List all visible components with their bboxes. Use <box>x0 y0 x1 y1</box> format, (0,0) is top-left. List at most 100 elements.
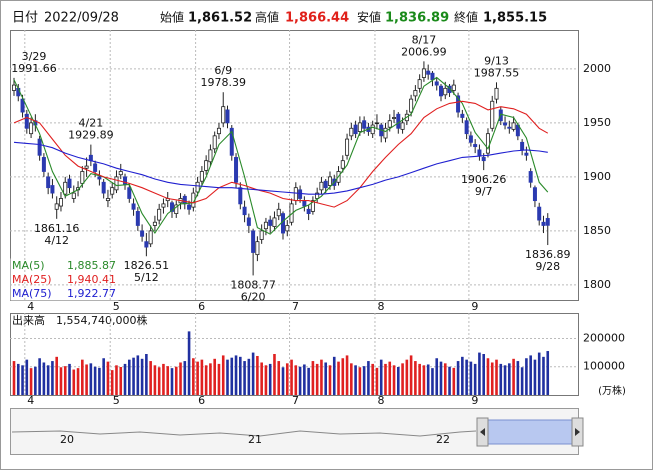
summary-value: 1,861.52 <box>188 11 252 26</box>
volume-bar <box>260 362 263 395</box>
volume-bar <box>16 363 20 395</box>
volume-bar <box>251 352 255 395</box>
volume-bar <box>115 365 118 395</box>
annotation-date: 5/12 <box>134 271 159 284</box>
volume-bar <box>170 368 174 395</box>
y-tick-label: 1900 <box>583 170 611 183</box>
annotation-value: 1861.16 <box>34 222 80 235</box>
annotation-value: 1836.89 <box>525 248 571 261</box>
volume-bar <box>127 359 131 395</box>
volume-bar <box>12 361 16 395</box>
navigator-window[interactable] <box>487 419 573 445</box>
volume-bar <box>367 361 370 395</box>
candle-body <box>383 127 388 139</box>
volume-bar <box>409 355 413 395</box>
volume-bar <box>482 354 485 395</box>
candle-body <box>477 149 482 156</box>
volume-bar <box>328 365 332 395</box>
candle-body <box>169 202 174 212</box>
volume-bar <box>303 364 306 395</box>
candle-body <box>400 122 405 130</box>
candle-body <box>276 208 281 217</box>
candle-body <box>541 221 546 226</box>
annotation-date: 4/21 <box>79 117 104 130</box>
navigator-label: 21 <box>248 433 262 446</box>
volume-bar <box>379 359 383 395</box>
candle-body <box>225 109 230 124</box>
volume-bar <box>503 365 507 395</box>
navigator-line <box>11 430 477 437</box>
volume-bar <box>392 365 396 395</box>
volume-bar <box>418 363 421 395</box>
legend-label: MA(75) <box>12 287 52 300</box>
candle-body <box>221 106 226 124</box>
candle-body <box>485 133 490 154</box>
x-tick-label: 5 <box>113 394 120 407</box>
volume-bar <box>298 366 302 395</box>
summary-value: 1,866.44 <box>285 11 349 26</box>
legend-value: 1,922.77 <box>67 287 116 300</box>
legend <box>10 258 119 301</box>
candle-body <box>349 127 354 137</box>
candle-body <box>127 187 132 199</box>
legend-value: 1,940.41 <box>67 273 116 286</box>
date-label: 日付 <box>12 11 38 26</box>
candle-body <box>80 171 85 184</box>
volume-bar <box>520 367 524 395</box>
volume-bar <box>179 362 182 395</box>
x-tick-label: 9 <box>471 394 478 407</box>
volume-bar <box>89 363 93 395</box>
volume-bar <box>106 361 110 395</box>
volume-bar <box>358 367 362 395</box>
volume-bar <box>537 352 541 395</box>
x-tick-label: 6 <box>198 394 205 407</box>
candle-body <box>370 124 375 135</box>
ma-line <box>13 141 548 195</box>
volume-bar <box>145 354 148 395</box>
candle-body <box>123 176 128 185</box>
volume-bar <box>486 358 490 395</box>
candle-body <box>187 204 192 210</box>
candle-body <box>353 124 358 135</box>
volume-bar <box>273 354 276 395</box>
volume-bar <box>533 359 537 395</box>
x-tick-label: 8 <box>377 300 384 313</box>
annotation-value: 1991.66 <box>11 62 57 75</box>
volume-bar <box>25 359 29 395</box>
volume-bar <box>239 356 242 395</box>
candle-body <box>229 127 234 156</box>
volume-bar <box>290 359 293 395</box>
volume-bar <box>337 361 340 395</box>
candle-body <box>204 160 209 171</box>
volume-bar <box>516 361 520 395</box>
volume-bar <box>98 367 101 395</box>
candle-body <box>468 135 473 143</box>
volume-bar <box>217 363 221 395</box>
summary-label: 高値 <box>255 10 279 25</box>
candle-body <box>481 157 486 162</box>
legend-label: MA(25) <box>12 273 52 286</box>
candle-body <box>460 113 465 118</box>
volume-bar <box>354 365 357 395</box>
volume-bar <box>85 364 88 395</box>
volume-bar <box>174 366 178 395</box>
volume-bar <box>350 363 353 395</box>
volume-bar <box>234 355 238 395</box>
candle-body <box>50 185 55 194</box>
volume-bar <box>315 363 319 395</box>
volume-bar <box>268 363 272 395</box>
x-tick-label: 9 <box>471 300 478 313</box>
y-tick-label: 1800 <box>583 278 611 291</box>
candle-body <box>281 213 286 234</box>
volume-bar <box>183 361 187 395</box>
summary-label: 安値 <box>357 10 381 25</box>
x-tick-label: 4 <box>27 300 34 313</box>
annotation-value: 2006.99 <box>401 45 447 58</box>
candle-body <box>246 217 251 226</box>
volume-bar <box>46 365 50 395</box>
volume-bar <box>456 361 460 395</box>
candle-body <box>135 211 140 226</box>
candle-body <box>362 120 367 129</box>
volume-bar <box>495 359 498 395</box>
candle-body <box>238 187 243 205</box>
